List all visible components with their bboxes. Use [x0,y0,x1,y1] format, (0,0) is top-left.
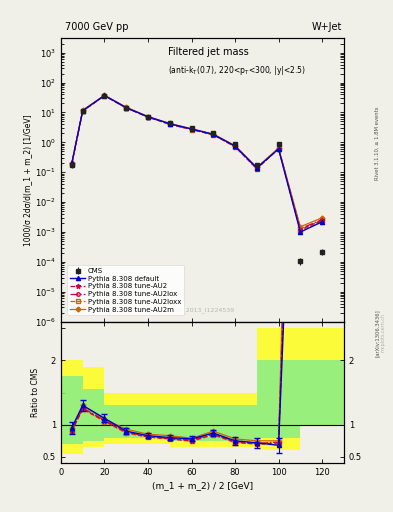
Pythia 8.308 tune-AU2 [298,227,303,233]
Pythia 8.308 tune-AU2loxx [146,114,151,120]
Line: Pythia 8.308 tune-AU2lox: Pythia 8.308 tune-AU2lox [70,94,324,230]
Pythia 8.308 default [211,131,216,137]
Pythia 8.308 tune-AU2loxx [70,161,74,167]
Pythia 8.308 tune-AU2loxx [80,108,85,114]
Pythia 8.308 tune-AU2m [189,125,194,132]
Text: [arXiv:1306.3436]: [arXiv:1306.3436] [375,309,380,357]
Pythia 8.308 default [80,108,85,114]
Text: 7000 GeV pp: 7000 GeV pp [65,22,129,32]
Line: Pythia 8.308 default: Pythia 8.308 default [70,93,324,234]
Pythia 8.308 tune-AU2lox [70,161,74,167]
Pythia 8.308 tune-AU2m [254,164,259,170]
Pythia 8.308 tune-AU2lox [298,226,303,232]
Pythia 8.308 tune-AU2lox [211,132,216,138]
Pythia 8.308 tune-AU2lox [146,114,151,120]
Pythia 8.308 tune-AU2 [211,132,216,138]
Pythia 8.308 tune-AU2lox [167,121,172,127]
Pythia 8.308 default [233,143,237,149]
Line: Pythia 8.308 tune-AU2m: Pythia 8.308 tune-AU2m [70,94,324,228]
Pythia 8.308 tune-AU2loxx [102,93,107,99]
Pythia 8.308 tune-AU2 [124,105,129,111]
Pythia 8.308 tune-AU2lox [276,145,281,152]
Pythia 8.308 tune-AU2m [276,145,281,151]
Pythia 8.308 tune-AU2lox [320,217,325,223]
Pythia 8.308 tune-AU2loxx [167,121,172,127]
Text: Rivet 3.1.10, ≥ 1.8M events: Rivet 3.1.10, ≥ 1.8M events [375,106,380,180]
Pythia 8.308 tune-AU2 [254,166,259,172]
Pythia 8.308 tune-AU2loxx [233,144,237,150]
Pythia 8.308 default [146,114,151,120]
Text: W+Jet: W+Jet [312,22,342,32]
Pythia 8.308 tune-AU2loxx [124,105,129,111]
Text: (anti-k$_\mathregular{T}$(0.7), 220<p$_\mathregular{T}$<300, |y|<2.5): (anti-k$_\mathregular{T}$(0.7), 220<p$_\… [169,64,307,77]
Pythia 8.308 tune-AU2 [320,217,325,223]
Legend: CMS, Pythia 8.308 default, Pythia 8.308 tune-AU2, Pythia 8.308 tune-AU2lox, Pyth: CMS, Pythia 8.308 default, Pythia 8.308 … [67,265,184,315]
Pythia 8.308 tune-AU2lox [80,108,85,114]
Pythia 8.308 default [102,92,107,98]
Pythia 8.308 tune-AU2 [70,161,74,167]
Pythia 8.308 tune-AU2lox [233,143,237,150]
Text: CMS_2013_I1224539: CMS_2013_I1224539 [170,308,235,313]
Pythia 8.308 tune-AU2lox [254,165,259,172]
Pythia 8.308 tune-AU2m [146,114,151,120]
Pythia 8.308 tune-AU2loxx [189,126,194,133]
Pythia 8.308 default [320,219,325,225]
Pythia 8.308 tune-AU2m [320,215,325,221]
Pythia 8.308 tune-AU2m [233,142,237,148]
Pythia 8.308 tune-AU2loxx [276,146,281,152]
Text: Filtered jet mass: Filtered jet mass [169,47,249,57]
Pythia 8.308 tune-AU2loxx [320,218,325,224]
Y-axis label: 1000/σ 2dσ/d(m_1 + m_2) [1/GeV]: 1000/σ 2dσ/d(m_1 + m_2) [1/GeV] [23,114,32,246]
Pythia 8.308 default [124,104,129,111]
X-axis label: (m_1 + m_2) / 2 [GeV]: (m_1 + m_2) / 2 [GeV] [152,481,253,490]
Y-axis label: Ratio to CMS: Ratio to CMS [31,368,40,417]
Pythia 8.308 tune-AU2 [189,126,194,133]
Pythia 8.308 tune-AU2loxx [254,165,259,172]
Pythia 8.308 default [70,160,74,166]
Line: Pythia 8.308 tune-AU2loxx: Pythia 8.308 tune-AU2loxx [70,94,324,232]
Pythia 8.308 tune-AU2m [80,107,85,113]
Pythia 8.308 tune-AU2m [124,104,129,110]
Pythia 8.308 tune-AU2 [233,143,237,150]
Pythia 8.308 tune-AU2lox [189,126,194,133]
Pythia 8.308 tune-AU2 [276,145,281,152]
Pythia 8.308 default [189,126,194,132]
Pythia 8.308 default [276,146,281,152]
Pythia 8.308 tune-AU2 [102,93,107,99]
Pythia 8.308 tune-AU2m [211,131,216,137]
Pythia 8.308 tune-AU2 [146,114,151,120]
Pythia 8.308 tune-AU2 [80,108,85,114]
Pythia 8.308 default [167,121,172,127]
Pythia 8.308 tune-AU2lox [124,105,129,111]
Pythia 8.308 tune-AU2lox [102,93,107,99]
Text: mcplots.cern.ch: mcplots.cern.ch [381,313,386,352]
Pythia 8.308 default [298,229,303,235]
Pythia 8.308 tune-AU2loxx [298,228,303,234]
Pythia 8.308 tune-AU2m [298,224,303,230]
Line: Pythia 8.308 tune-AU2: Pythia 8.308 tune-AU2 [70,93,325,232]
Pythia 8.308 tune-AU2 [167,121,172,127]
Pythia 8.308 tune-AU2m [167,120,172,126]
Pythia 8.308 default [254,165,259,171]
Pythia 8.308 tune-AU2m [102,92,107,98]
Pythia 8.308 tune-AU2m [70,160,74,166]
Pythia 8.308 tune-AU2loxx [211,132,216,138]
